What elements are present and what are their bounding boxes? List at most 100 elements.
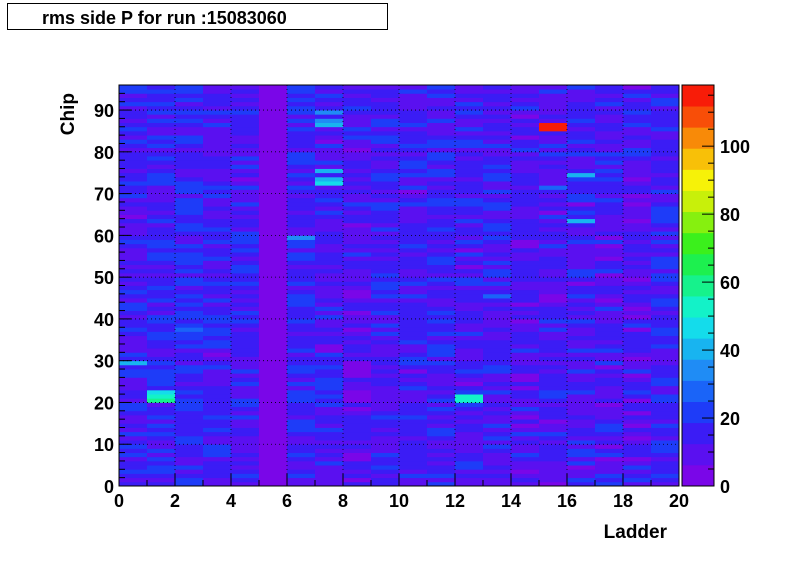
heatmap-cell — [427, 343, 456, 349]
heatmap-cell — [567, 122, 596, 128]
heatmap-cell — [595, 381, 624, 387]
heatmap-cell — [371, 385, 400, 391]
heatmap-cell — [651, 181, 680, 186]
heatmap-cell — [399, 302, 428, 307]
heatmap-cell — [343, 222, 372, 228]
heatmap-cell — [259, 114, 288, 119]
heatmap-cells — [119, 85, 680, 487]
heatmap-cell — [315, 427, 344, 433]
heatmap-cell — [287, 147, 316, 153]
heatmap-cell — [119, 398, 148, 403]
heatmap-cell — [119, 252, 148, 257]
x-tick-label: 18 — [613, 491, 633, 511]
heatmap-cell — [287, 473, 316, 479]
heatmap-cell — [651, 452, 680, 458]
heatmap-cell — [539, 473, 568, 479]
heatmap-cell — [231, 193, 260, 199]
heatmap-cell — [259, 444, 288, 449]
heatmap-cell — [595, 277, 624, 282]
heatmap-cell — [371, 247, 400, 253]
heatmap-cell — [567, 139, 596, 144]
heatmap-cell — [287, 469, 316, 474]
heatmap-cell — [539, 201, 568, 207]
heatmap-cell — [119, 444, 148, 449]
heatmap-cell — [623, 318, 652, 324]
heatmap-cell — [147, 143, 176, 149]
heatmap-cell — [651, 456, 680, 462]
heatmap-cell — [287, 126, 316, 132]
heatmap-cell — [287, 364, 316, 370]
heatmap-cell — [371, 277, 400, 282]
heatmap-cell — [651, 414, 680, 420]
heatmap-cell — [315, 110, 344, 115]
heatmap-cell — [595, 97, 624, 103]
heatmap-cell — [623, 164, 652, 169]
heatmap-cell — [483, 427, 512, 433]
heatmap-cell — [427, 414, 456, 420]
heatmap-cell — [539, 89, 568, 94]
heatmap-cell — [203, 118, 232, 123]
heatmap-cell — [315, 277, 344, 282]
heatmap-cell — [119, 135, 148, 140]
heatmap-cell — [315, 281, 344, 286]
heatmap-cell — [567, 89, 596, 94]
heatmap-cell — [427, 206, 456, 211]
heatmap-cell — [175, 402, 204, 408]
heatmap-cell — [259, 235, 288, 240]
heatmap-cell — [567, 406, 596, 412]
heatmap-cell — [567, 164, 596, 169]
heatmap-cell — [483, 89, 512, 94]
heatmap-cell — [455, 356, 484, 362]
heatmap-cell — [623, 172, 652, 178]
heatmap-cell — [595, 122, 624, 128]
heatmap-cell — [175, 444, 204, 449]
heatmap-cell — [623, 122, 652, 128]
heatmap-cell — [651, 360, 680, 366]
heatmap-cell — [511, 452, 540, 458]
heatmap-cell — [595, 151, 624, 157]
heatmap-cell — [511, 335, 540, 341]
heatmap-cell — [511, 348, 540, 353]
heatmap-cell — [315, 293, 344, 299]
heatmap-cell — [231, 293, 260, 299]
heatmap-cell — [203, 277, 232, 282]
heatmap-cell — [343, 210, 372, 215]
heatmap-cell — [287, 356, 316, 362]
heatmap-cell — [371, 272, 400, 278]
heatmap-cell — [371, 252, 400, 257]
heatmap-cell — [343, 164, 372, 169]
heatmap-cell — [427, 114, 456, 119]
heatmap-cell — [119, 156, 148, 161]
heatmap-cell — [231, 427, 260, 433]
heatmap-cell — [259, 410, 288, 416]
heatmap-cell — [203, 126, 232, 132]
heatmap-cell — [623, 427, 652, 433]
heatmap-cell — [175, 235, 204, 240]
heatmap-cell — [287, 289, 316, 295]
heatmap-cell — [203, 122, 232, 128]
heatmap-cell — [147, 318, 176, 324]
heatmap-cell — [119, 231, 148, 236]
heatmap-cell — [287, 89, 316, 94]
heatmap-cell — [343, 247, 372, 253]
heatmap-cell — [147, 352, 176, 357]
heatmap-cell — [119, 302, 148, 307]
heatmap-cell — [343, 181, 372, 186]
heatmap-cell — [651, 419, 680, 424]
heatmap-cell — [595, 218, 624, 224]
heatmap-cell — [483, 373, 512, 378]
heatmap-cell — [203, 298, 232, 303]
heatmap-cell — [119, 126, 148, 132]
heatmap-cell — [147, 410, 176, 416]
heatmap-cell — [427, 440, 456, 445]
heatmap-cell — [147, 168, 176, 174]
heatmap-cell — [175, 369, 204, 374]
heatmap-cell — [539, 172, 568, 178]
heatmap-cell — [315, 327, 344, 332]
heatmap-cell — [623, 277, 652, 282]
heatmap-cell — [147, 377, 176, 382]
heatmap-cell — [175, 143, 204, 149]
heatmap-cell — [511, 381, 540, 387]
heatmap-cell — [203, 185, 232, 190]
heatmap-cell — [203, 460, 232, 466]
